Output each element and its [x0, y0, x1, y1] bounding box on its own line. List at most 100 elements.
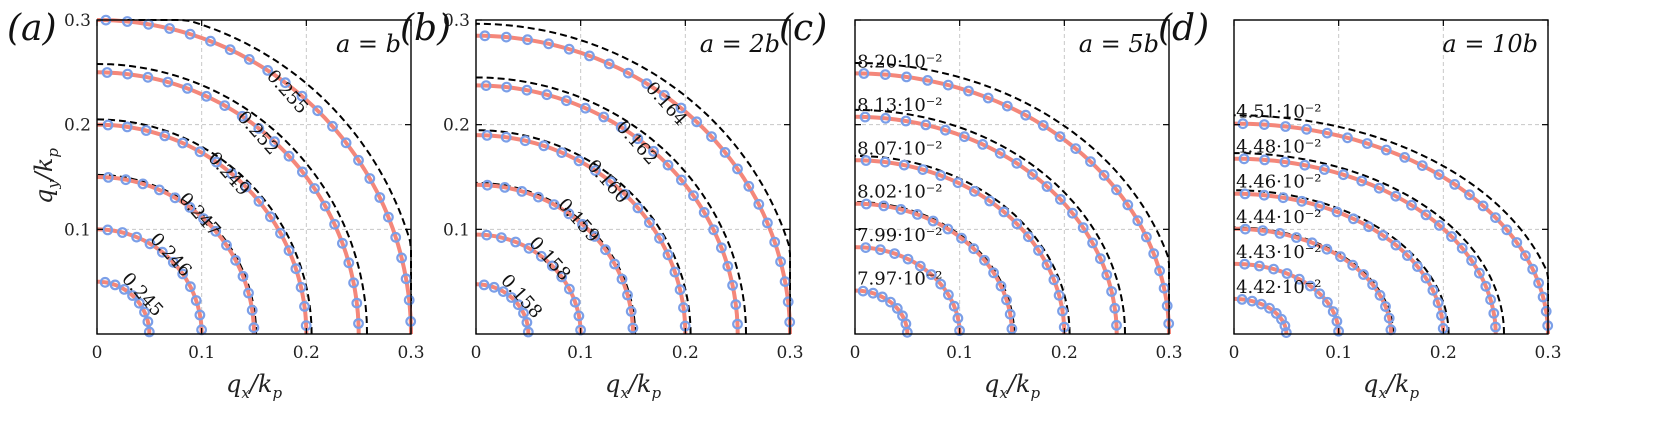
- simulation-point: [1337, 169, 1349, 181]
- simulation-point: [1054, 131, 1066, 143]
- simulation-point: [880, 112, 891, 124]
- simulation-point: [262, 64, 274, 76]
- xlabel-sub: x: [1378, 384, 1387, 402]
- simulation-point: [1238, 153, 1250, 165]
- ratio-label: a = 10b: [1442, 30, 1538, 58]
- simulation-point: [995, 280, 1007, 292]
- simulation-point: [920, 119, 932, 131]
- xlabel-main: q: [984, 370, 999, 398]
- simulation-point: [573, 155, 585, 167]
- xlabel-main: q: [226, 370, 241, 398]
- ylabel-sub: y: [44, 180, 62, 190]
- simulation-point: [1301, 123, 1312, 135]
- x-axis-label: qx/kp: [226, 370, 282, 402]
- contour-label: 4.42·10⁻²: [1236, 277, 1321, 298]
- simulation-point: [396, 252, 408, 264]
- panel-label: (b): [400, 8, 451, 49]
- xlabel-den-sub: p: [272, 384, 282, 402]
- y-tick-label: 0.1: [64, 220, 91, 240]
- simulation-point: [1087, 237, 1098, 249]
- simulation-point: [500, 131, 512, 143]
- simulation-point: [329, 218, 341, 230]
- simulation-point: [403, 294, 415, 306]
- x-tick-label: 0.1: [567, 343, 594, 363]
- simulation-point: [743, 180, 755, 192]
- simulation-point: [641, 78, 653, 89]
- simulation-point: [584, 50, 595, 62]
- plot-frame: [96, 19, 412, 335]
- simulation-point: [1279, 156, 1291, 168]
- theory-curve: [96, 227, 204, 335]
- simulation-point: [1161, 300, 1173, 312]
- theory-curve: [1234, 156, 1498, 335]
- ylabel-den-sub: p: [44, 148, 62, 158]
- simulation-point: [580, 102, 591, 114]
- simulation-point: [994, 147, 1006, 159]
- x-axis-label: qx/kp: [984, 370, 1040, 402]
- simulation-point: [691, 116, 703, 128]
- simulation-point: [516, 185, 528, 197]
- simulation-point: [1299, 159, 1311, 171]
- simulation-point: [533, 191, 544, 203]
- simulation-point: [1067, 207, 1078, 219]
- simulation-point: [1540, 305, 1552, 317]
- simulation-point: [979, 254, 990, 266]
- simulation-point: [1380, 144, 1392, 156]
- theory-curve: [854, 245, 962, 335]
- simulation-point: [478, 279, 490, 291]
- simulation-point: [1101, 269, 1113, 281]
- simulation-point: [1246, 295, 1258, 307]
- simulation-point: [184, 281, 196, 293]
- simulation-point: [121, 16, 133, 27]
- xlabel-slash: /: [627, 370, 640, 398]
- simulation-point: [879, 69, 891, 80]
- simulation-point: [954, 325, 965, 336]
- simulation-point: [1331, 315, 1343, 327]
- simulation-point: [102, 119, 114, 131]
- simulation-point: [732, 318, 743, 330]
- contour-label: 0.158: [525, 233, 575, 285]
- simulation-point: [1401, 250, 1413, 261]
- simulation-point: [198, 213, 209, 225]
- simulation-point: [510, 236, 521, 248]
- simulation-point: [340, 137, 352, 149]
- simulation-point: [935, 278, 947, 290]
- simulation-point: [538, 140, 550, 152]
- simulation-point: [1490, 321, 1501, 333]
- theory-curve: [476, 232, 583, 335]
- simulation-point: [984, 195, 996, 207]
- simulation-point: [1432, 297, 1444, 309]
- simulation-point: [1020, 109, 1032, 121]
- simulation-point: [1433, 169, 1445, 181]
- x-tick-label: 0.3: [397, 343, 424, 363]
- simulation-point: [1011, 218, 1023, 230]
- simulation-point: [521, 317, 533, 328]
- contour-label: 4.46·10⁻²: [1236, 172, 1321, 193]
- contour-label: 4.48·10⁻²: [1236, 137, 1321, 158]
- simulation-point: [1380, 301, 1391, 312]
- simulation-point: [1281, 268, 1293, 279]
- simulation-point: [481, 179, 493, 191]
- simulation-point: [662, 159, 674, 171]
- simulation-point: [248, 322, 260, 334]
- simulation-point: [573, 310, 585, 322]
- contour-label: 0.249: [204, 148, 254, 200]
- simulation-point: [236, 110, 248, 122]
- simulation-point: [782, 296, 794, 308]
- simulation-point: [615, 121, 627, 133]
- ylabel-slash: /: [30, 169, 58, 182]
- x-tick-label: 0.2: [1430, 343, 1457, 363]
- simulation-point: [1427, 284, 1439, 296]
- simulation-point: [1321, 243, 1333, 255]
- panel-label: (c): [779, 8, 827, 49]
- simulation-point: [243, 54, 255, 65]
- simulation-point: [522, 326, 534, 338]
- simulation-point: [159, 130, 171, 142]
- simulation-point: [253, 122, 265, 134]
- simulation-point: [698, 206, 710, 218]
- ylabel-main: q: [30, 189, 58, 204]
- simulation-point: [1373, 182, 1385, 194]
- simulation-point: [942, 79, 954, 91]
- simulation-point: [535, 250, 547, 262]
